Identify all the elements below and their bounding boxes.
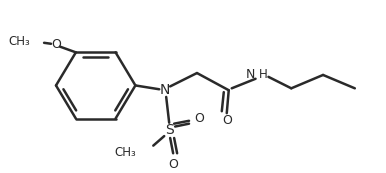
Text: O: O: [51, 38, 61, 51]
Text: H: H: [259, 69, 268, 81]
Text: O: O: [168, 158, 178, 171]
Text: CH₃: CH₃: [115, 146, 136, 159]
Text: O: O: [194, 112, 204, 125]
Text: O: O: [222, 114, 232, 127]
Text: S: S: [165, 123, 174, 137]
Text: N: N: [246, 69, 256, 81]
Text: N: N: [160, 83, 170, 97]
Text: CH₃: CH₃: [8, 35, 30, 48]
